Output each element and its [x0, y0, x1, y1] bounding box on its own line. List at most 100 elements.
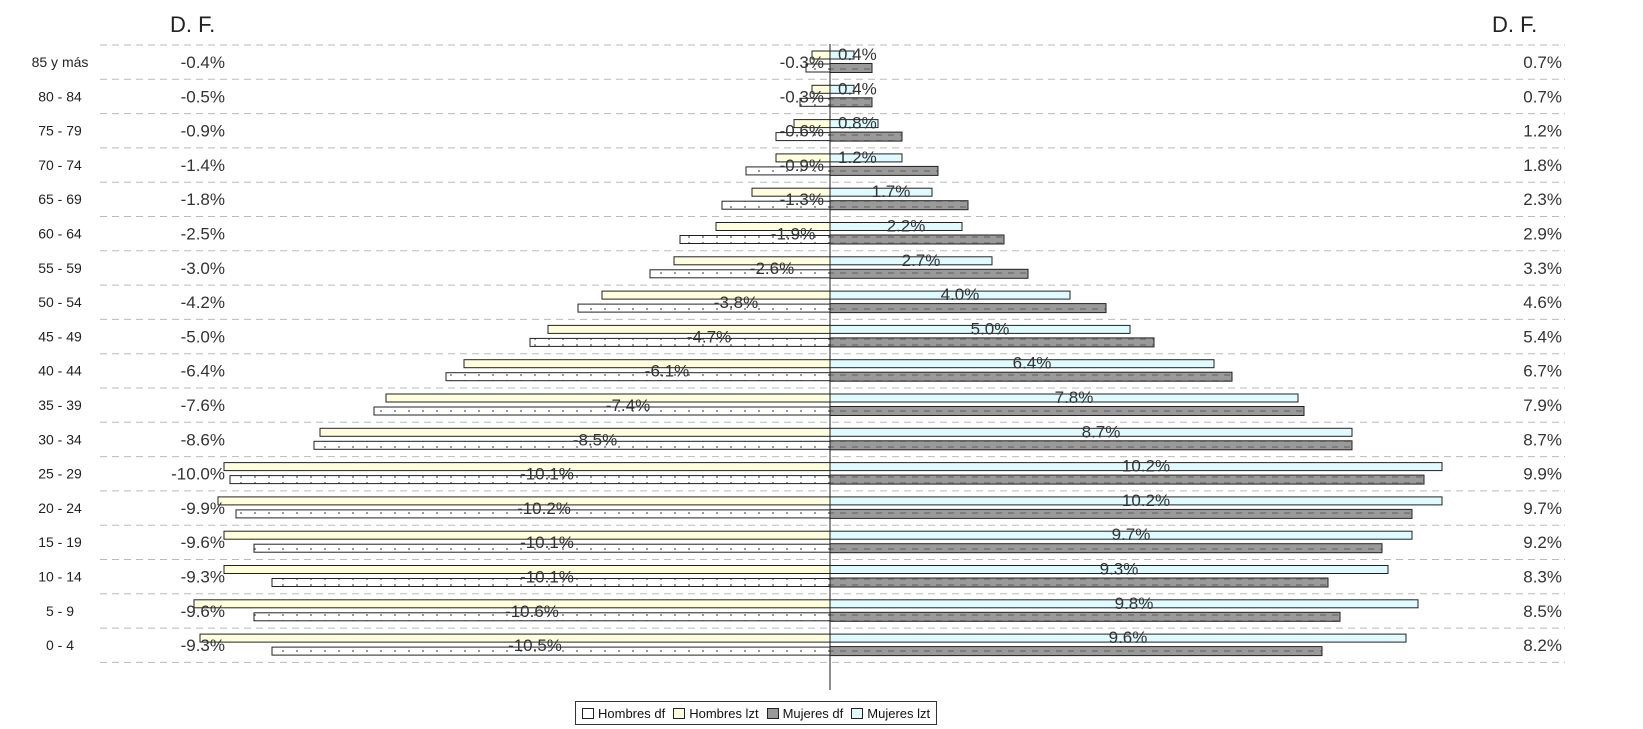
- legend-label-mujeres-df: Mujeres df: [782, 705, 844, 721]
- legend-item-hombres-lzt: Hombres lzt: [673, 705, 759, 721]
- inner-left-value-label: -10.6%: [505, 602, 559, 621]
- category-label: 0 - 4: [46, 637, 74, 653]
- title-right: D. F.: [1492, 12, 1537, 37]
- inner-left-value-label: -7.4%: [606, 396, 650, 415]
- inner-left-value-label: -10.1%: [520, 533, 574, 552]
- bar-mujeres-lzt: [829, 290, 1071, 300]
- inner-right-value-label: 9.3%: [1100, 560, 1139, 579]
- left-value-label: -0.4%: [181, 53, 225, 72]
- inner-right-value-label: 4.0%: [941, 285, 980, 304]
- bar-mujeres-lzt: [829, 84, 855, 94]
- right-value-label: 5.4%: [1523, 327, 1562, 346]
- legend-swatch-hombres-lzt: [673, 707, 686, 719]
- inner-right-value-label: 0.4%: [838, 79, 877, 98]
- inner-left-value-label: -10.1%: [520, 568, 574, 587]
- category-label: 65 - 69: [38, 191, 82, 207]
- inner-right-value-label: 9.7%: [1112, 525, 1151, 544]
- category-label: 5 - 9: [46, 603, 74, 619]
- category-label: 50 - 54: [38, 294, 82, 310]
- bar-mujeres-df: [829, 440, 1353, 451]
- legend-swatch-mujeres-lzt: [851, 707, 864, 719]
- category-label: 10 - 14: [38, 569, 82, 585]
- inner-right-value-label: 0.8%: [838, 114, 877, 133]
- category-label: 85 y más: [32, 54, 89, 70]
- right-value-label: 8.3%: [1523, 568, 1562, 587]
- bar-mujeres-df: [829, 611, 1341, 622]
- left-value-label: -0.9%: [181, 122, 225, 141]
- bar-mujeres-lzt: [829, 530, 1413, 540]
- inner-right-value-label: 5.0%: [971, 319, 1010, 338]
- inner-right-value-label: 7.8%: [1055, 388, 1094, 407]
- bar-hombres-df: [445, 372, 831, 382]
- bar-mujeres-lzt: [829, 50, 855, 60]
- inner-left-value-label: -4.7%: [687, 327, 731, 346]
- inner-left-value-label: -0.6%: [780, 122, 824, 141]
- bar-mujeres-df: [829, 97, 873, 108]
- inner-left-value-label: -0.3%: [780, 53, 824, 72]
- category-label: 40 - 44: [38, 363, 82, 379]
- bar-mujeres-lzt: [829, 324, 1131, 334]
- right-value-label: 9.2%: [1523, 533, 1562, 552]
- bar-mujeres-df: [829, 543, 1383, 554]
- left-value-label: -6.4%: [181, 362, 225, 381]
- inner-right-value-label: 1.2%: [838, 148, 877, 167]
- category-label: 30 - 34: [38, 431, 82, 447]
- bar-mujeres-df: [829, 234, 1005, 245]
- bar-mujeres-lzt: [829, 565, 1389, 574]
- inner-right-value-label: 2.7%: [902, 251, 941, 270]
- right-value-label: 2.9%: [1523, 225, 1562, 244]
- bar-mujeres-df: [829, 63, 873, 73]
- left-value-label: -5.0%: [181, 327, 225, 346]
- bar-mujeres-df: [829, 303, 1107, 314]
- left-value-label: -3.0%: [181, 259, 225, 278]
- bar-hombres-df: [577, 303, 831, 313]
- bar-mujeres-lzt: [829, 427, 1353, 437]
- inner-right-value-label: 9.6%: [1109, 628, 1148, 647]
- inner-right-value-label: 6.4%: [1013, 354, 1052, 373]
- left-value-label: -9.3%: [181, 636, 225, 655]
- bar-mujeres-df: [829, 406, 1305, 416]
- left-value-label: -9.3%: [181, 568, 225, 587]
- bar-mujeres-lzt: [829, 119, 879, 129]
- bar-mujeres-lzt: [829, 222, 963, 231]
- inner-left-value-label: -8.5%: [573, 430, 617, 449]
- bar-hombres-df: [649, 269, 831, 279]
- legend-label-mujeres-lzt: Mujeres lzt: [867, 705, 931, 721]
- inner-right-value-label: 8.7%: [1082, 422, 1121, 441]
- bar-mujeres-lzt: [829, 153, 903, 163]
- right-value-label: 9.9%: [1523, 465, 1562, 484]
- legend-label-hombres-lzt: Hombres lzt: [689, 705, 759, 721]
- inner-left-value-label: -0.9%: [780, 156, 824, 175]
- bar-mujeres-df: [829, 131, 903, 142]
- category-label: 75 - 79: [38, 123, 82, 139]
- legend-item-mujeres-lzt: Mujeres lzt: [851, 706, 930, 721]
- bar-mujeres-df: [829, 577, 1329, 588]
- right-value-label: 1.8%: [1523, 156, 1562, 175]
- inner-left-value-label: -0.3%: [780, 87, 824, 106]
- left-value-label: -9.9%: [181, 499, 225, 518]
- right-value-label: 8.7%: [1523, 430, 1562, 449]
- legend: Hombres df Hombres lzt Mujeres df Mujere…: [575, 701, 938, 725]
- bar-mujeres-df: [829, 371, 1233, 382]
- left-value-label: -8.6%: [181, 430, 225, 449]
- right-value-label: 9.7%: [1523, 499, 1562, 518]
- right-value-label: 4.6%: [1523, 293, 1562, 312]
- left-value-label: -7.6%: [181, 396, 225, 415]
- category-label: 70 - 74: [38, 157, 82, 173]
- bar-mujeres-lzt: [829, 256, 993, 266]
- bar-mujeres-df: [829, 200, 969, 211]
- left-value-label: -10.0%: [171, 465, 225, 484]
- right-value-label: 0.7%: [1523, 53, 1562, 72]
- right-value-label: 0.7%: [1523, 87, 1562, 106]
- bar-mujeres-df: [829, 474, 1425, 485]
- inner-left-value-label: -1.9%: [771, 225, 815, 244]
- legend-item-hombres-df: Hombres df: [582, 706, 665, 721]
- left-value-label: -9.6%: [181, 602, 225, 621]
- left-value-label: -0.5%: [181, 87, 225, 106]
- inner-right-value-label: 9.8%: [1115, 594, 1154, 613]
- inner-right-value-label: 10.2%: [1122, 491, 1170, 510]
- legend-swatch-mujeres-df: [766, 707, 779, 719]
- right-value-label: 6.7%: [1523, 362, 1562, 381]
- inner-left-value-label: -2.6%: [750, 259, 794, 278]
- bar-mujeres-lzt: [829, 393, 1299, 403]
